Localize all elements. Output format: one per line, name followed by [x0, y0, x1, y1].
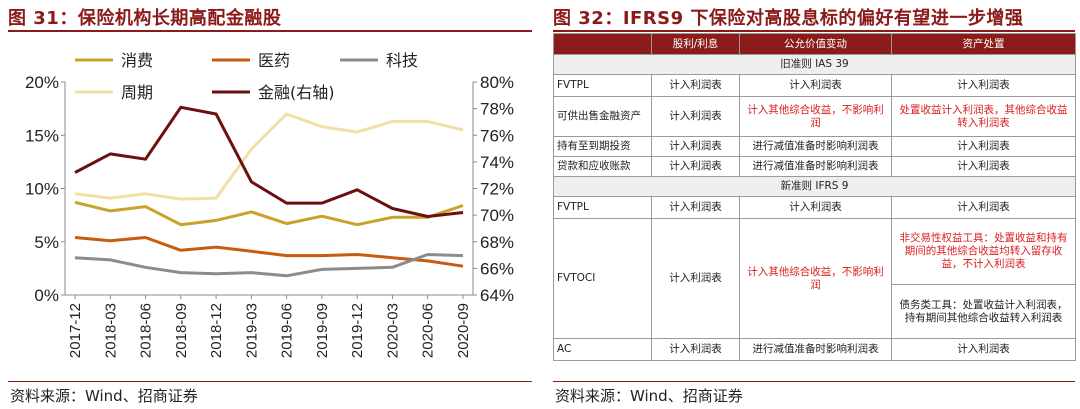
y-left-tick-label: 5%: [34, 233, 59, 252]
row-disposal: 处置收益计入利润表，其他综合收益转入利润表: [891, 96, 1076, 137]
y-left-tick-label: 0%: [34, 286, 59, 305]
row-fair-value: 进行减值准备时影响利润表: [739, 338, 892, 361]
series-line: [74, 105, 464, 218]
section-row-new: 新准则 IFRS 9: [553, 176, 1076, 197]
x-tick-label: 2018-12: [208, 303, 225, 358]
row-category: AC: [553, 338, 652, 361]
right-source-rule: [553, 381, 1075, 382]
row-dividend: 计入利润表: [651, 196, 740, 219]
row-category: 可供出售金融资产: [553, 96, 652, 137]
right-source-note: 资料来源：Wind、招商证券: [555, 387, 743, 405]
series-line: [74, 236, 464, 268]
table-row: FVTOCI 计入利润表 计入其他综合收益，不影响利润 非交易性权益工具：处置收…: [553, 218, 1076, 339]
table-row: FVTPL 计入利润表 计入利润表 计入利润表: [553, 74, 1076, 97]
x-tick-label: 2019-06: [279, 303, 296, 358]
y-right-tick-label: 70%: [480, 206, 514, 225]
row-category: FVTPL: [553, 74, 652, 97]
legend-label: 科技: [386, 51, 418, 70]
row-disposal: 计入利润表: [891, 74, 1076, 97]
legend-label: 医药: [258, 51, 290, 70]
left-chart-title: 图 31：保险机构长期高配金融股: [8, 8, 282, 29]
right-table-title: 图 32：IFRS9 下保险对高股息标的偏好有望进一步增强: [553, 8, 1024, 29]
legend-label: 金融(右轴): [258, 83, 335, 102]
header-fair-value: 公允价值变动: [739, 33, 892, 55]
left-source-rule: [8, 381, 532, 382]
series-line: [74, 112, 464, 201]
row-dividend: 计入利润表: [651, 156, 740, 177]
row-dividend: 计入利润表: [651, 96, 740, 137]
table-row: 持有至到期投资 计入利润表 进行减值准备时影响利润表 计入利润表: [553, 136, 1076, 157]
row-dividend: 计入利润表: [651, 74, 740, 97]
row-category: 贷款和应收账款: [553, 156, 652, 177]
row-fair-value: 计入利润表: [739, 196, 892, 219]
row-dividend: 计入利润表: [651, 338, 740, 361]
row-category: 持有至到期投资: [553, 136, 652, 157]
y-right-tick-label: 64%: [480, 286, 514, 305]
x-tick-label: 2018-03: [102, 303, 119, 358]
header-dividend: 股利/利息: [651, 33, 740, 55]
x-tick-label: 2020-06: [420, 303, 437, 358]
table-row: 债务类工具：处置收益计入利润表，持有期间其他综合收益转入利润表: [554, 284, 1076, 339]
legend-label: 消费: [121, 51, 153, 70]
row-disposal: 计入利润表: [891, 156, 1076, 177]
y-left-tick-label: 20%: [25, 73, 59, 92]
table-row: 贷款和应收账款 计入利润表 进行减值准备时影响利润表 计入利润表: [553, 156, 1076, 177]
header-category: [553, 33, 652, 55]
y-right-tick-label: 78%: [480, 100, 514, 119]
row-fair-value: 计入其他综合收益，不影响利润: [739, 218, 892, 339]
x-tick-label: 2018-06: [138, 303, 155, 358]
section-old-label: 旧准则 IAS 39: [553, 54, 1076, 75]
y-right-tick-label: 74%: [480, 153, 514, 172]
table-row: 可供出售金融资产 计入利润表 计入其他综合收益，不影响利润 处置收益计入利润表，…: [553, 96, 1076, 137]
row-disposal-equity: 非交易性权益工具：处置收益和持有期间的其他综合收益均转入留存收益，不计入利润表: [891, 218, 1076, 285]
table-header-row: 股利/利息 公允价值变动 资产处置: [553, 33, 1076, 55]
section-row-old: 旧准则 IAS 39: [553, 54, 1076, 75]
x-tick-label: 2019-09: [314, 303, 331, 358]
y-right-tick-label: 72%: [480, 180, 514, 199]
y-right-tick-label: 76%: [480, 126, 514, 145]
legend-label: 周期: [121, 83, 153, 102]
x-tick-label: 2018-09: [173, 303, 190, 358]
section-new-label: 新准则 IFRS 9: [553, 176, 1076, 197]
y-right-tick-label: 68%: [480, 233, 514, 252]
x-tick-label: 2019-03: [243, 303, 260, 358]
row-fair-value: 计入利润表: [739, 74, 892, 97]
row-category: FVTOCI: [553, 218, 652, 339]
row-dividend: 计入利润表: [651, 218, 740, 339]
y-right-tick-label: 66%: [480, 259, 514, 278]
y-right-tick-label: 80%: [480, 73, 514, 92]
x-tick-label: 2020-03: [384, 303, 401, 358]
x-tick-label: 2017-12: [67, 303, 84, 358]
series-line: [74, 200, 464, 227]
header-disposal: 资产处置: [891, 33, 1076, 55]
left-source-note: 资料来源：Wind、招商证券: [10, 387, 198, 405]
x-tick-label: 2020-09: [455, 303, 472, 358]
row-disposal: 计入利润表: [891, 136, 1076, 157]
row-disposal-debt: 债务类工具：处置收益计入利润表，持有期间其他综合收益转入利润表: [891, 284, 1076, 339]
series-line: [74, 253, 464, 278]
row-disposal: 计入利润表: [891, 196, 1076, 219]
left-title-rule: [8, 30, 532, 32]
line-chart: 0% 5% 10% 15% 20% 64% 66% 68% 70% 72% 74% 76% 78% 80%…: [25, 51, 514, 358]
table-row: AC 计入利润表 进行减值准备时影响利润表 计入利润表: [553, 338, 1076, 361]
ifrs-comparison-table: 股利/利息 公允价值变动 资产处置 旧准则 IAS 39 FVTPL 计入利润表…: [553, 33, 1076, 361]
y-left-tick-label: 15%: [25, 126, 59, 145]
row-disposal: 计入利润表: [891, 338, 1076, 361]
y-left-tick-label: 10%: [25, 180, 59, 199]
row-category: FVTPL: [553, 196, 652, 219]
row-fair-value: 进行减值准备时影响利润表: [739, 156, 892, 177]
row-fair-value: 计入其他综合收益，不影响利润: [739, 96, 892, 137]
table-row: FVTPL 计入利润表 计入利润表 计入利润表: [553, 196, 1076, 219]
row-fair-value: 进行减值准备时影响利润表: [739, 136, 892, 157]
right-title-rule: [553, 30, 1075, 32]
x-tick-label: 2019-12: [349, 303, 366, 358]
row-dividend: 计入利润表: [651, 136, 740, 157]
